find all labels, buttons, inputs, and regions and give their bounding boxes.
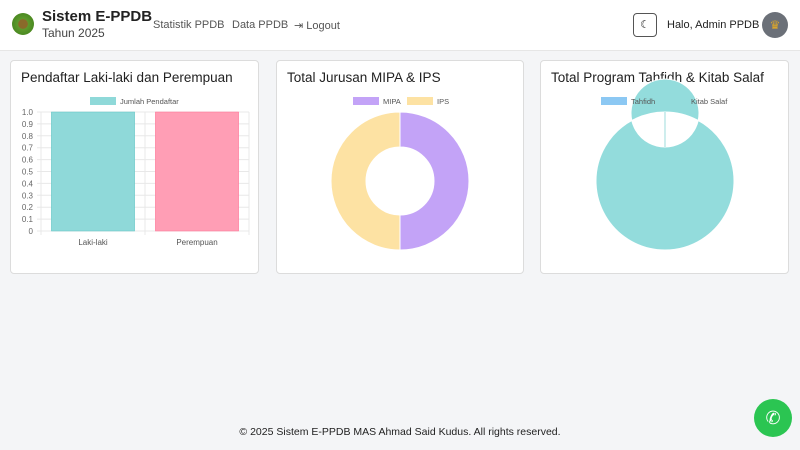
legend-swatch <box>90 97 116 105</box>
slice-kitab-salaf <box>595 78 735 251</box>
gender-chart-card: Pendaftar Laki-laki dan Perempuan 0 0.1 0.… <box>10 60 259 274</box>
x-tick-label: Laki-laki <box>78 238 108 247</box>
x-tick-label: Perempuan <box>176 238 217 247</box>
bar-perempuan <box>155 111 239 232</box>
donut-chart: MIPA IPS <box>330 97 470 251</box>
program-chart-card: Total Program Tahfidh & Kitab Salaf Tahf… <box>540 60 789 274</box>
jurusan-chart-card: Total Jurusan MIPA & IPS MIPA IPS <box>276 60 524 274</box>
nav-data[interactable]: Data PPDB <box>232 19 289 31</box>
y-tick-label: 0.6 <box>22 156 34 165</box>
brand-title[interactable]: Sistem E-PPDB <box>42 8 153 25</box>
y-tick-label: 0.8 <box>22 132 34 141</box>
y-tick-label: 0 <box>29 227 34 236</box>
y-tick-label: 1.0 <box>22 108 34 117</box>
y-tick-label: 0.1 <box>22 215 34 224</box>
legend-label: Tahfidh <box>631 97 655 106</box>
school-logo <box>12 13 34 35</box>
y-tick-label: 0.2 <box>22 203 34 212</box>
logout-label: Logout <box>306 20 340 32</box>
legend-swatch <box>407 97 433 105</box>
slice-ips <box>330 111 401 251</box>
y-tick-label: 0.9 <box>22 120 34 129</box>
nav-statistik[interactable]: Statistik PPDB <box>153 19 225 31</box>
bar-laki-laki <box>51 111 135 232</box>
legend-swatch <box>601 97 627 105</box>
y-tick-label: 0.7 <box>22 144 34 153</box>
y-tick-label: 0.3 <box>22 191 34 200</box>
whatsapp-icon: ✆ <box>765 408 781 428</box>
avatar[interactable]: ♛ <box>762 12 788 38</box>
legend-label: MIPA <box>383 97 401 106</box>
y-tick-label: 0.4 <box>22 179 34 188</box>
card-title: Pendaftar Laki-laki dan Perempuan <box>21 70 233 85</box>
theme-toggle-button[interactable]: ☾ <box>633 13 657 37</box>
legend-label: Kitab Salaf <box>691 97 728 106</box>
top-navbar: Sistem E-PPDB Tahun 2025 Statistik PPDB … <box>0 0 800 51</box>
user-greeting: Halo, Admin PPDB <box>667 19 760 31</box>
donut-chart: Tahfidh Kitab Salaf <box>595 78 735 251</box>
footer-copyright: © 2025 Sistem E-PPDB MAS Ahmad Said Kudu… <box>239 426 561 438</box>
whatsapp-button[interactable]: ✆ <box>754 399 792 437</box>
legend-swatch <box>661 97 687 105</box>
sign-out-icon: ⇥ <box>294 20 307 32</box>
card-title: Total Jurusan MIPA & IPS <box>287 70 441 85</box>
legend-label: IPS <box>437 97 449 106</box>
y-tick-label: 0.5 <box>22 168 34 177</box>
slice-mipa <box>399 111 470 251</box>
card-title: Total Program Tahfidh & Kitab Salaf <box>551 70 764 85</box>
legend-swatch <box>353 97 379 105</box>
moon-icon: ☾ <box>640 19 650 31</box>
bar-chart: 0 0.1 0.2 0.3 0.4 0.5 0.6 0.7 0.8 0.9 1.0 Laki-laki… <box>22 97 250 247</box>
nav-logout[interactable]: ⇥ Logout <box>294 19 340 32</box>
legend-label: Jumlah Pendaftar <box>120 97 179 106</box>
brand-year: Tahun 2025 <box>42 26 105 40</box>
